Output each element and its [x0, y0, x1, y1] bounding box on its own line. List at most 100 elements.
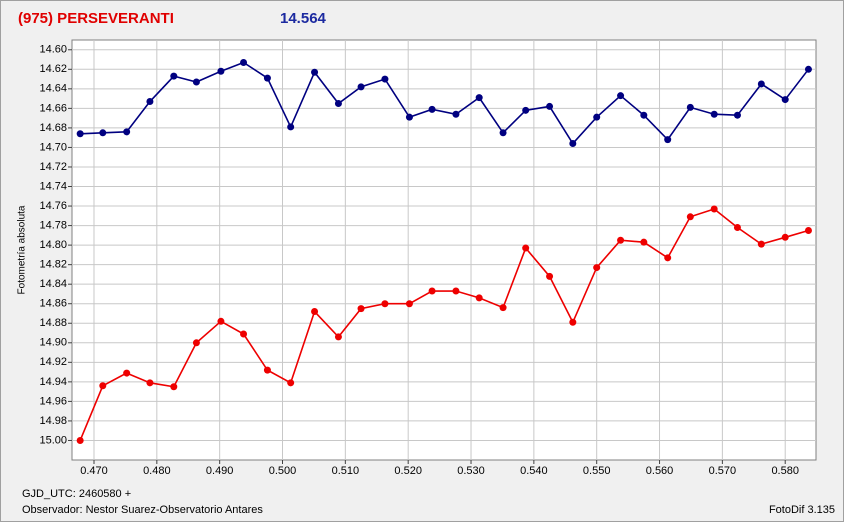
- y-tick-label: 15.00: [39, 434, 67, 446]
- x-tick-label: 0.500: [269, 465, 297, 477]
- data-point: [664, 254, 672, 262]
- data-point: [76, 130, 84, 138]
- data-point: [170, 383, 178, 391]
- data-point: [640, 111, 648, 119]
- data-point: [757, 240, 765, 248]
- data-point: [240, 330, 248, 338]
- data-point: [804, 65, 812, 73]
- data-point: [617, 92, 625, 100]
- data-point: [733, 224, 741, 232]
- chart-subtitle: 14.564: [280, 10, 327, 27]
- y-tick-label: 14.66: [39, 102, 67, 114]
- data-point: [617, 236, 625, 244]
- x-tick-label: 0.480: [143, 465, 171, 477]
- y-tick-label: 14.88: [39, 317, 67, 329]
- data-point: [546, 272, 554, 280]
- data-point: [99, 129, 107, 137]
- y-tick-label: 14.94: [39, 376, 67, 388]
- y-tick-label: 14.64: [39, 83, 67, 95]
- data-point: [686, 103, 694, 111]
- data-point: [452, 287, 460, 295]
- data-point: [99, 382, 107, 390]
- data-point: [170, 72, 178, 80]
- data-point: [475, 94, 483, 102]
- y-tick-label: 14.96: [39, 395, 67, 407]
- data-point: [428, 105, 436, 113]
- data-point: [522, 244, 530, 252]
- plot-area: [71, 39, 817, 461]
- x-tick-label: 0.520: [394, 465, 422, 477]
- data-point: [192, 339, 200, 347]
- data-point: [781, 96, 789, 104]
- data-point: [263, 74, 271, 82]
- data-point: [287, 379, 295, 387]
- data-point: [475, 294, 483, 302]
- y-tick-label: 14.92: [39, 356, 67, 368]
- data-point: [405, 113, 413, 121]
- y-tick-label: 14.82: [39, 259, 67, 271]
- data-point: [499, 129, 507, 137]
- y-tick-label: 14.60: [39, 44, 67, 56]
- data-point: [240, 58, 248, 66]
- y-tick-label: 14.98: [39, 415, 67, 427]
- data-point: [123, 369, 131, 377]
- x-tick-label: 0.530: [457, 465, 485, 477]
- series-line: [79, 208, 809, 441]
- x-tick-label: 0.560: [646, 465, 674, 477]
- y-tick-label: 14.62: [39, 63, 67, 75]
- x-tick-label: 0.550: [583, 465, 611, 477]
- data-point: [334, 333, 342, 341]
- data-point: [146, 379, 154, 387]
- y-tick-label: 14.84: [39, 278, 67, 290]
- data-point: [381, 300, 389, 308]
- footer-date: GJD_UTC: 2460580 +: [22, 488, 131, 500]
- y-tick-label: 14.90: [39, 337, 67, 349]
- data-point: [217, 317, 225, 325]
- y-tick-label: 14.68: [39, 122, 67, 134]
- y-tick-label: 14.76: [39, 200, 67, 212]
- data-point: [76, 436, 84, 444]
- data-point: [781, 233, 789, 241]
- footer-observer: Observador: Nestor Suarez-Observatorio A…: [22, 504, 263, 516]
- x-tick-label: 0.580: [771, 465, 799, 477]
- data-point: [428, 287, 436, 295]
- x-tick-label: 0.570: [709, 465, 737, 477]
- data-point: [804, 226, 812, 234]
- data-point: [311, 308, 319, 316]
- data-point: [357, 305, 365, 313]
- data-point: [569, 318, 577, 326]
- data-point: [405, 300, 413, 308]
- data-point: [733, 111, 741, 119]
- data-point: [499, 304, 507, 312]
- y-axis-label: Fotometría absoluta: [17, 205, 28, 294]
- data-point: [123, 128, 131, 136]
- x-tick-label: 0.510: [332, 465, 360, 477]
- data-point: [593, 113, 601, 121]
- data-point: [357, 83, 365, 91]
- x-tick-label: 0.490: [206, 465, 234, 477]
- data-point: [334, 99, 342, 107]
- data-point: [710, 110, 718, 118]
- data-point: [311, 68, 319, 76]
- x-tick-label: 0.540: [520, 465, 548, 477]
- y-tick-label: 14.74: [39, 180, 67, 192]
- footer-version: FotoDif 3.135: [769, 504, 835, 516]
- data-point: [263, 366, 271, 374]
- data-point: [192, 78, 200, 86]
- y-tick-label: 14.72: [39, 161, 67, 173]
- series-line: [80, 61, 810, 145]
- data-point: [217, 67, 225, 75]
- data-point: [287, 123, 295, 131]
- data-point: [664, 136, 672, 144]
- data-point: [593, 264, 601, 272]
- data-point: [452, 110, 460, 118]
- data-point: [757, 80, 765, 88]
- data-point: [640, 238, 648, 246]
- data-point: [569, 140, 577, 148]
- y-tick-label: 14.78: [39, 219, 67, 231]
- chart-title: (975) PERSEVERANTI: [18, 10, 174, 27]
- y-tick-label: 14.86: [39, 298, 67, 310]
- data-point: [546, 102, 554, 110]
